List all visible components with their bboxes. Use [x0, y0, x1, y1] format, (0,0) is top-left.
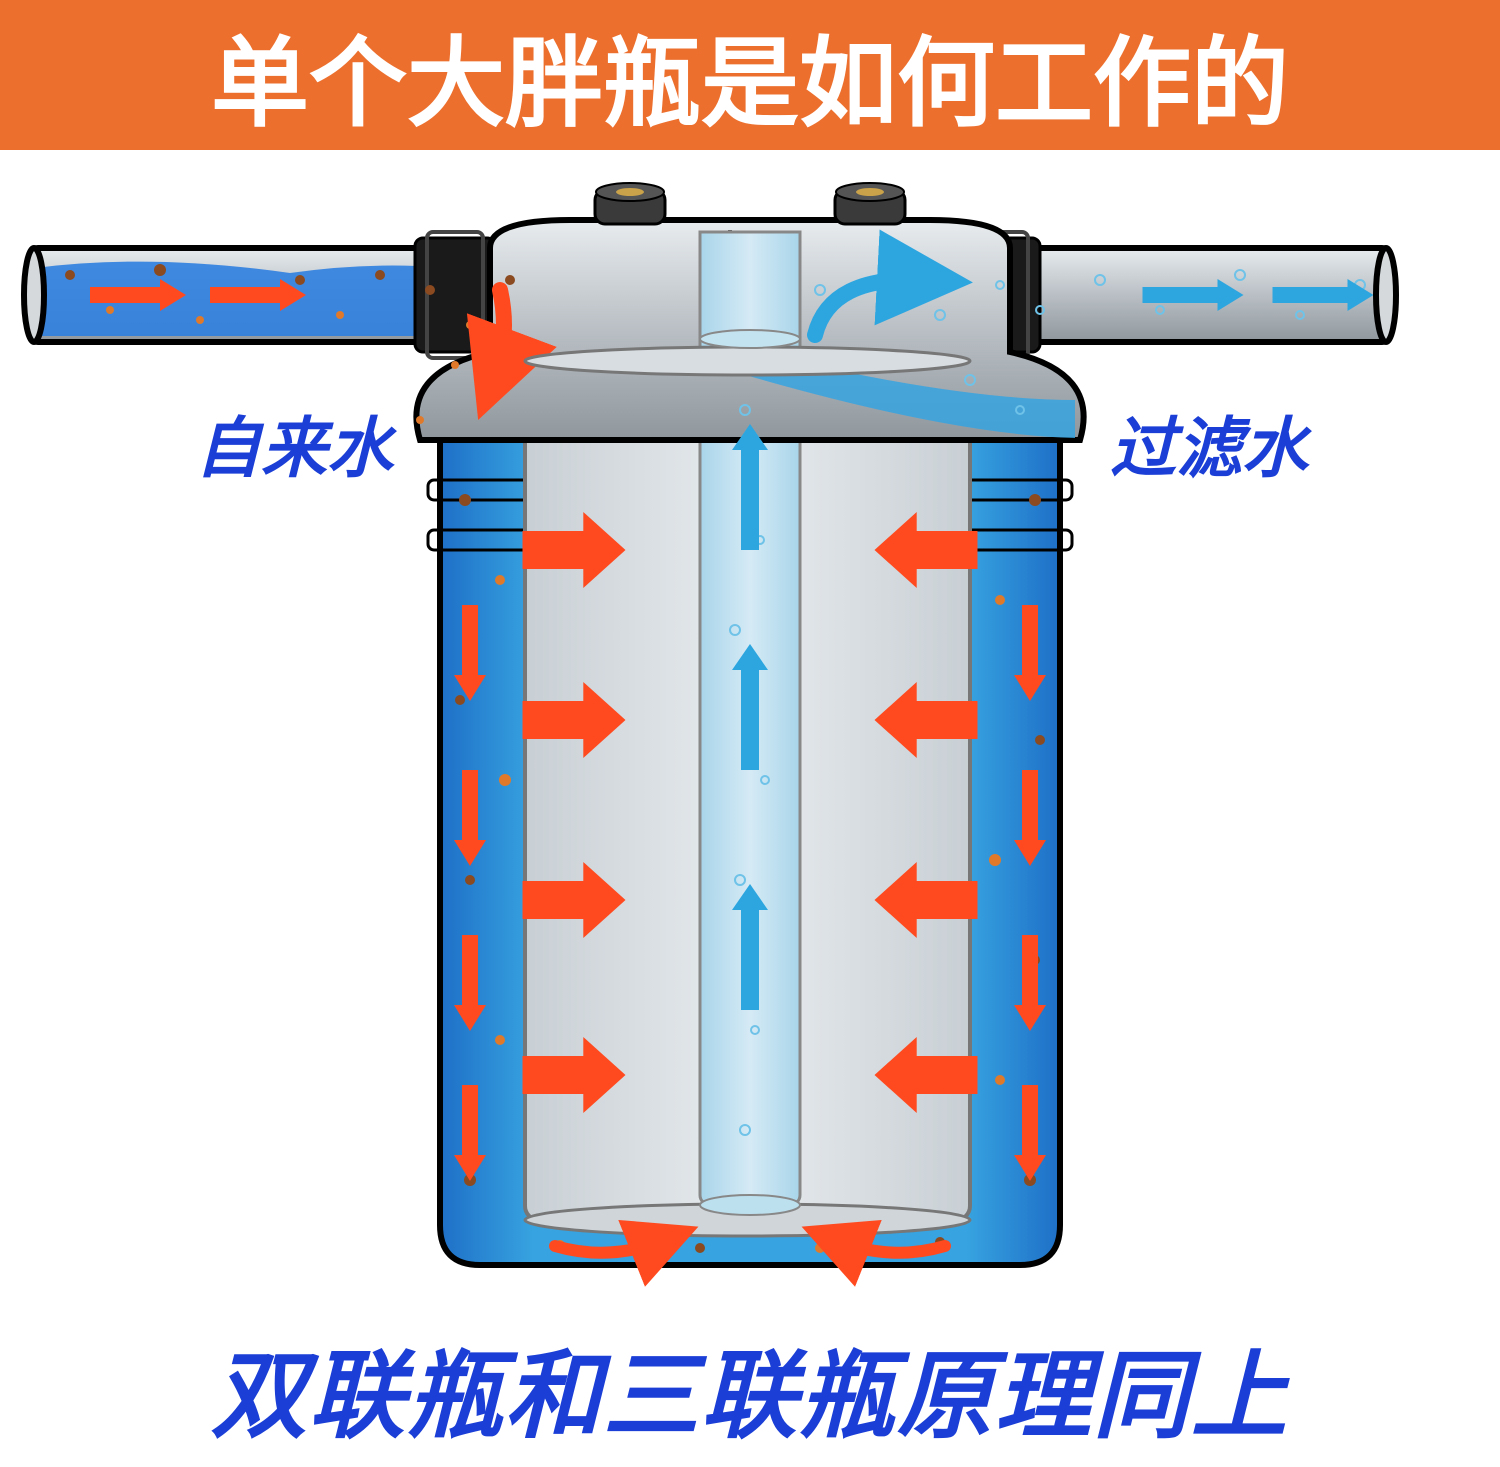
header-banner: 单个大胖瓶是如何工作的	[0, 0, 1500, 150]
footer-note: 双联瓶和三联瓶原理同上	[0, 1318, 1500, 1457]
filter-diagram	[0, 180, 1500, 1330]
header-title: 单个大胖瓶是如何工作的	[211, 4, 1289, 146]
